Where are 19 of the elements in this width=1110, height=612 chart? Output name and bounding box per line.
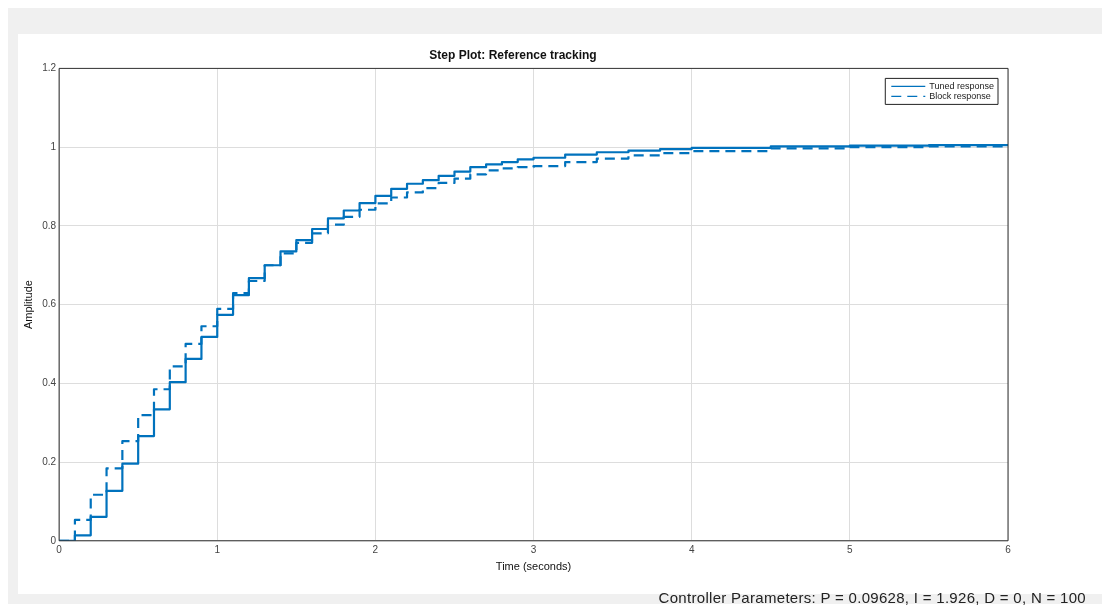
text: Controller Parameters: P = 0.09628, I = 1.926, D = 0, N = 100: [658, 589, 1086, 606]
x-tick-label: 3: [530, 543, 537, 555]
legend-label: Block response: [929, 90, 991, 101]
x-axis-title: Time (seconds): [495, 560, 572, 573]
y-tick-label: 1.2: [42, 62, 57, 74]
x-tick-label: 2: [372, 543, 379, 555]
x-tick-label: 4: [688, 543, 695, 555]
chart-title: Step Plot: Reference tracking: [429, 47, 597, 62]
y-tick-label: 0: [50, 534, 57, 546]
x-tick-label: 6: [1005, 543, 1012, 555]
y-tick-label: 0.4: [42, 377, 57, 389]
y-axis-title: Amplitude: [21, 280, 34, 330]
legend-label: Tuned response: [929, 80, 995, 91]
y-tick-label: 0.8: [42, 219, 57, 231]
x-tick-label: 5: [847, 543, 854, 555]
y-tick-label: 0.6: [42, 298, 57, 310]
y-tick-label: 1: [50, 140, 57, 152]
x-tick-label: 1: [214, 543, 221, 555]
y-tick-label: 0.2: [42, 455, 57, 467]
